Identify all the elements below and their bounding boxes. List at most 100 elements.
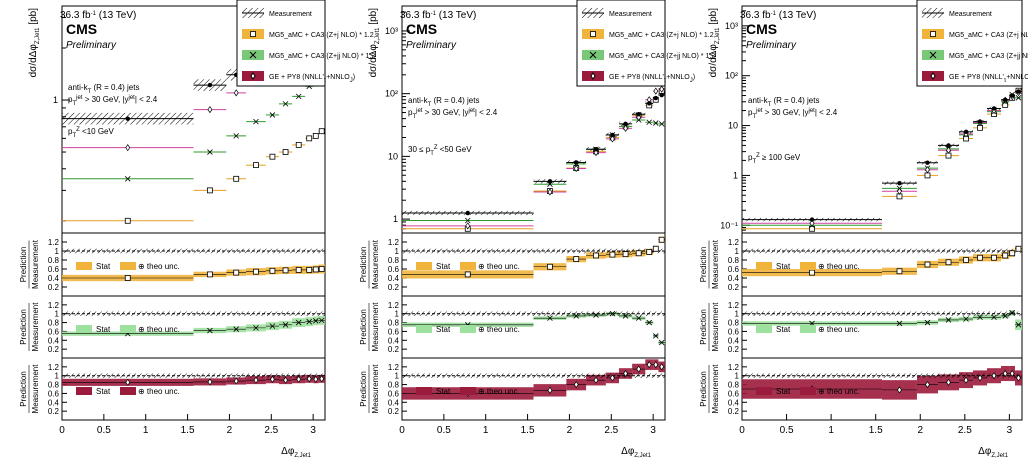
mg5j-marker xyxy=(312,132,319,139)
theo-swatch xyxy=(460,325,476,333)
ratio-marker xyxy=(658,236,665,243)
ratio-marker xyxy=(1009,310,1015,316)
ratio-marker xyxy=(207,378,213,386)
y-tick-label: 10³ xyxy=(725,21,738,31)
jet-label: anti-kT (R = 0.4) jets xyxy=(748,96,819,108)
ratio-marker xyxy=(963,257,969,263)
mg5j-marker xyxy=(295,141,302,148)
ratio-marker xyxy=(593,376,599,384)
mg5jj-marker xyxy=(253,118,259,125)
measurement-point xyxy=(977,119,983,124)
main-y-label: dσ/dΔφZ,Jet1 [pb] xyxy=(708,8,721,78)
ratio-marker xyxy=(1002,369,1008,378)
ratio-marker xyxy=(924,319,931,326)
ratio-marker xyxy=(646,248,653,255)
ratio-marker xyxy=(319,375,325,383)
ratio-marker xyxy=(573,256,580,263)
ratio-tick-label: 0.4 xyxy=(48,336,60,345)
measurement-point xyxy=(659,92,664,98)
mg5jj-marker xyxy=(233,133,239,139)
ratio-marker xyxy=(924,261,931,268)
ratio-marker xyxy=(896,320,903,327)
theo-swatch xyxy=(800,325,816,333)
ratio-y-den: Measurement xyxy=(31,364,40,414)
theo-label: ⊕ theo unc. xyxy=(478,325,520,334)
ratio-marker xyxy=(269,375,275,383)
legend-label: Measurement xyxy=(269,11,312,18)
ratio-marker xyxy=(547,263,553,270)
ratio-tick-label: 0.6 xyxy=(48,389,60,398)
cms-label: CMS xyxy=(406,21,437,37)
ratio-tick-label: 0.4 xyxy=(728,274,740,283)
legend-label: Measurement xyxy=(949,11,992,18)
ratio-tick-label: 0.2 xyxy=(388,283,400,292)
ge-marker xyxy=(207,105,213,114)
ratio-marker xyxy=(253,325,259,331)
mg5j-marker xyxy=(124,217,131,224)
cms-label: CMS xyxy=(66,21,97,37)
ratio-tick-label: 1 xyxy=(395,372,400,381)
stat-swatch xyxy=(76,262,92,270)
ratio-tick-label: 0.4 xyxy=(728,336,740,345)
ratio-marker xyxy=(233,377,239,385)
y-tick-label: 1 xyxy=(53,95,58,105)
ratio-marker xyxy=(282,322,289,328)
ge-marker xyxy=(897,187,902,195)
theo-label: ⊕ theo unc. xyxy=(478,262,520,271)
ratio-marker xyxy=(313,375,319,383)
mg5j-marker xyxy=(269,153,276,160)
ratio-tick-label: 0.2 xyxy=(48,345,60,354)
ratio-tick-label: 1 xyxy=(735,372,740,381)
ratio-marker xyxy=(464,271,471,278)
ratio-tick-label: 0.6 xyxy=(48,265,60,274)
ratio-marker xyxy=(283,376,288,384)
ratio-marker xyxy=(977,314,983,321)
legend-label: GE + PY8 (NNLL'τ+NNLOJ) xyxy=(269,74,355,84)
ratio-marker xyxy=(233,269,240,276)
x-tick-label: 1 xyxy=(143,425,149,436)
theo-swatch xyxy=(120,325,136,333)
ratio-tick-label: 0.6 xyxy=(728,265,740,274)
ratio-panel-mg5jj: 0.20.40.60.811.2 Stat ⊕ theo unc. Predictio… xyxy=(359,301,665,354)
cms-label: CMS xyxy=(746,21,777,37)
pt-cut-label: pTjet > 30 GeV, |yjet| < 2.4 xyxy=(68,95,158,107)
ratio-tick-label: 0.2 xyxy=(388,407,400,416)
ratio-marker xyxy=(124,275,131,281)
ratio-tick-label: 0.8 xyxy=(728,319,740,328)
stat-swatch xyxy=(756,387,772,395)
theo-label: ⊕ theo unc. xyxy=(138,262,180,271)
ratio-panel-mg5jj: 0.20.40.60.811.2 Stat ⊕ theo unc. Predictio… xyxy=(699,301,1022,354)
ratio-panel-mg5j: 0.20.40.60.811.2 Stat ⊕ theo unc. Predictio… xyxy=(19,238,325,292)
ratio-tick-label: 0.8 xyxy=(388,381,400,390)
theo-label: ⊕ theo unc. xyxy=(818,325,860,334)
jet-label: anti-kT (R = 0.4) jets xyxy=(408,96,479,108)
ratio-marker xyxy=(306,318,312,325)
legend-label: GE + PY8 (NNLL'τ+NNLOJ) xyxy=(609,74,695,84)
ratio-marker xyxy=(991,254,997,261)
x-tick-label: 0 xyxy=(59,425,65,436)
ratio-tick-label: 0.8 xyxy=(388,256,400,265)
ratio-marker xyxy=(646,319,652,326)
ge-marker xyxy=(623,124,628,132)
ratio-tick-label: 1 xyxy=(395,247,400,256)
x-tick-label: 1 xyxy=(483,425,489,436)
ratio-marker xyxy=(659,363,665,371)
measurement-point xyxy=(1002,97,1008,102)
ratio-marker xyxy=(658,339,665,346)
ratio-y-den: Measurement xyxy=(31,239,40,289)
ratio-marker xyxy=(1015,245,1022,252)
x-tick-label: 1 xyxy=(828,425,834,436)
ratio-marker xyxy=(233,326,239,332)
ratio-marker xyxy=(635,250,642,257)
main-y-label: dσ/dΔφZ,Jet1 [pb] xyxy=(368,8,381,78)
x-tick-label: 2.5 xyxy=(604,425,618,436)
ratio-y-den: Measurement xyxy=(711,364,720,414)
ge-marker xyxy=(547,188,553,196)
pt-cut-label: pTjet > 30 GeV, |yjet| < 2.4 xyxy=(408,108,498,120)
mg5jj-marker xyxy=(646,119,652,126)
y-tick-label: 10 xyxy=(728,121,738,131)
stat-swatch xyxy=(76,387,92,395)
ratio-tick-label: 0.4 xyxy=(728,398,740,407)
ratio-marker xyxy=(295,266,302,273)
ratio-tick-label: 0.8 xyxy=(728,381,740,390)
